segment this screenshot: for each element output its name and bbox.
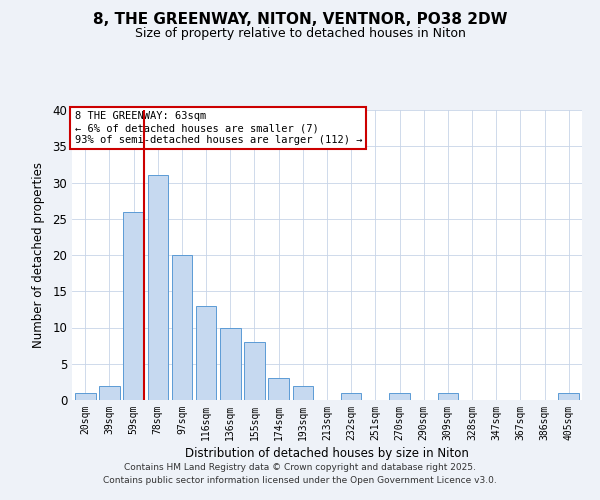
- Bar: [148, 176, 168, 400]
- Bar: [244, 342, 265, 400]
- Text: 8, THE GREENWAY, NITON, VENTNOR, PO38 2DW: 8, THE GREENWAY, NITON, VENTNOR, PO38 2D…: [93, 12, 507, 28]
- Bar: [389, 393, 410, 400]
- Text: Contains public sector information licensed under the Open Government Licence v3: Contains public sector information licen…: [103, 476, 497, 485]
- Text: Contains HM Land Registry data © Crown copyright and database right 2025.: Contains HM Land Registry data © Crown c…: [124, 462, 476, 471]
- Bar: [437, 393, 458, 400]
- X-axis label: Distribution of detached houses by size in Niton: Distribution of detached houses by size …: [185, 447, 469, 460]
- Y-axis label: Number of detached properties: Number of detached properties: [32, 162, 46, 348]
- Bar: [75, 393, 95, 400]
- Bar: [99, 386, 120, 400]
- Bar: [268, 378, 289, 400]
- Bar: [293, 386, 313, 400]
- Bar: [196, 306, 217, 400]
- Bar: [559, 393, 579, 400]
- Text: Size of property relative to detached houses in Niton: Size of property relative to detached ho…: [134, 28, 466, 40]
- Bar: [341, 393, 361, 400]
- Bar: [220, 328, 241, 400]
- Text: 8 THE GREENWAY: 63sqm
← 6% of detached houses are smaller (7)
93% of semi-detach: 8 THE GREENWAY: 63sqm ← 6% of detached h…: [74, 112, 362, 144]
- Bar: [124, 212, 144, 400]
- Bar: [172, 255, 192, 400]
